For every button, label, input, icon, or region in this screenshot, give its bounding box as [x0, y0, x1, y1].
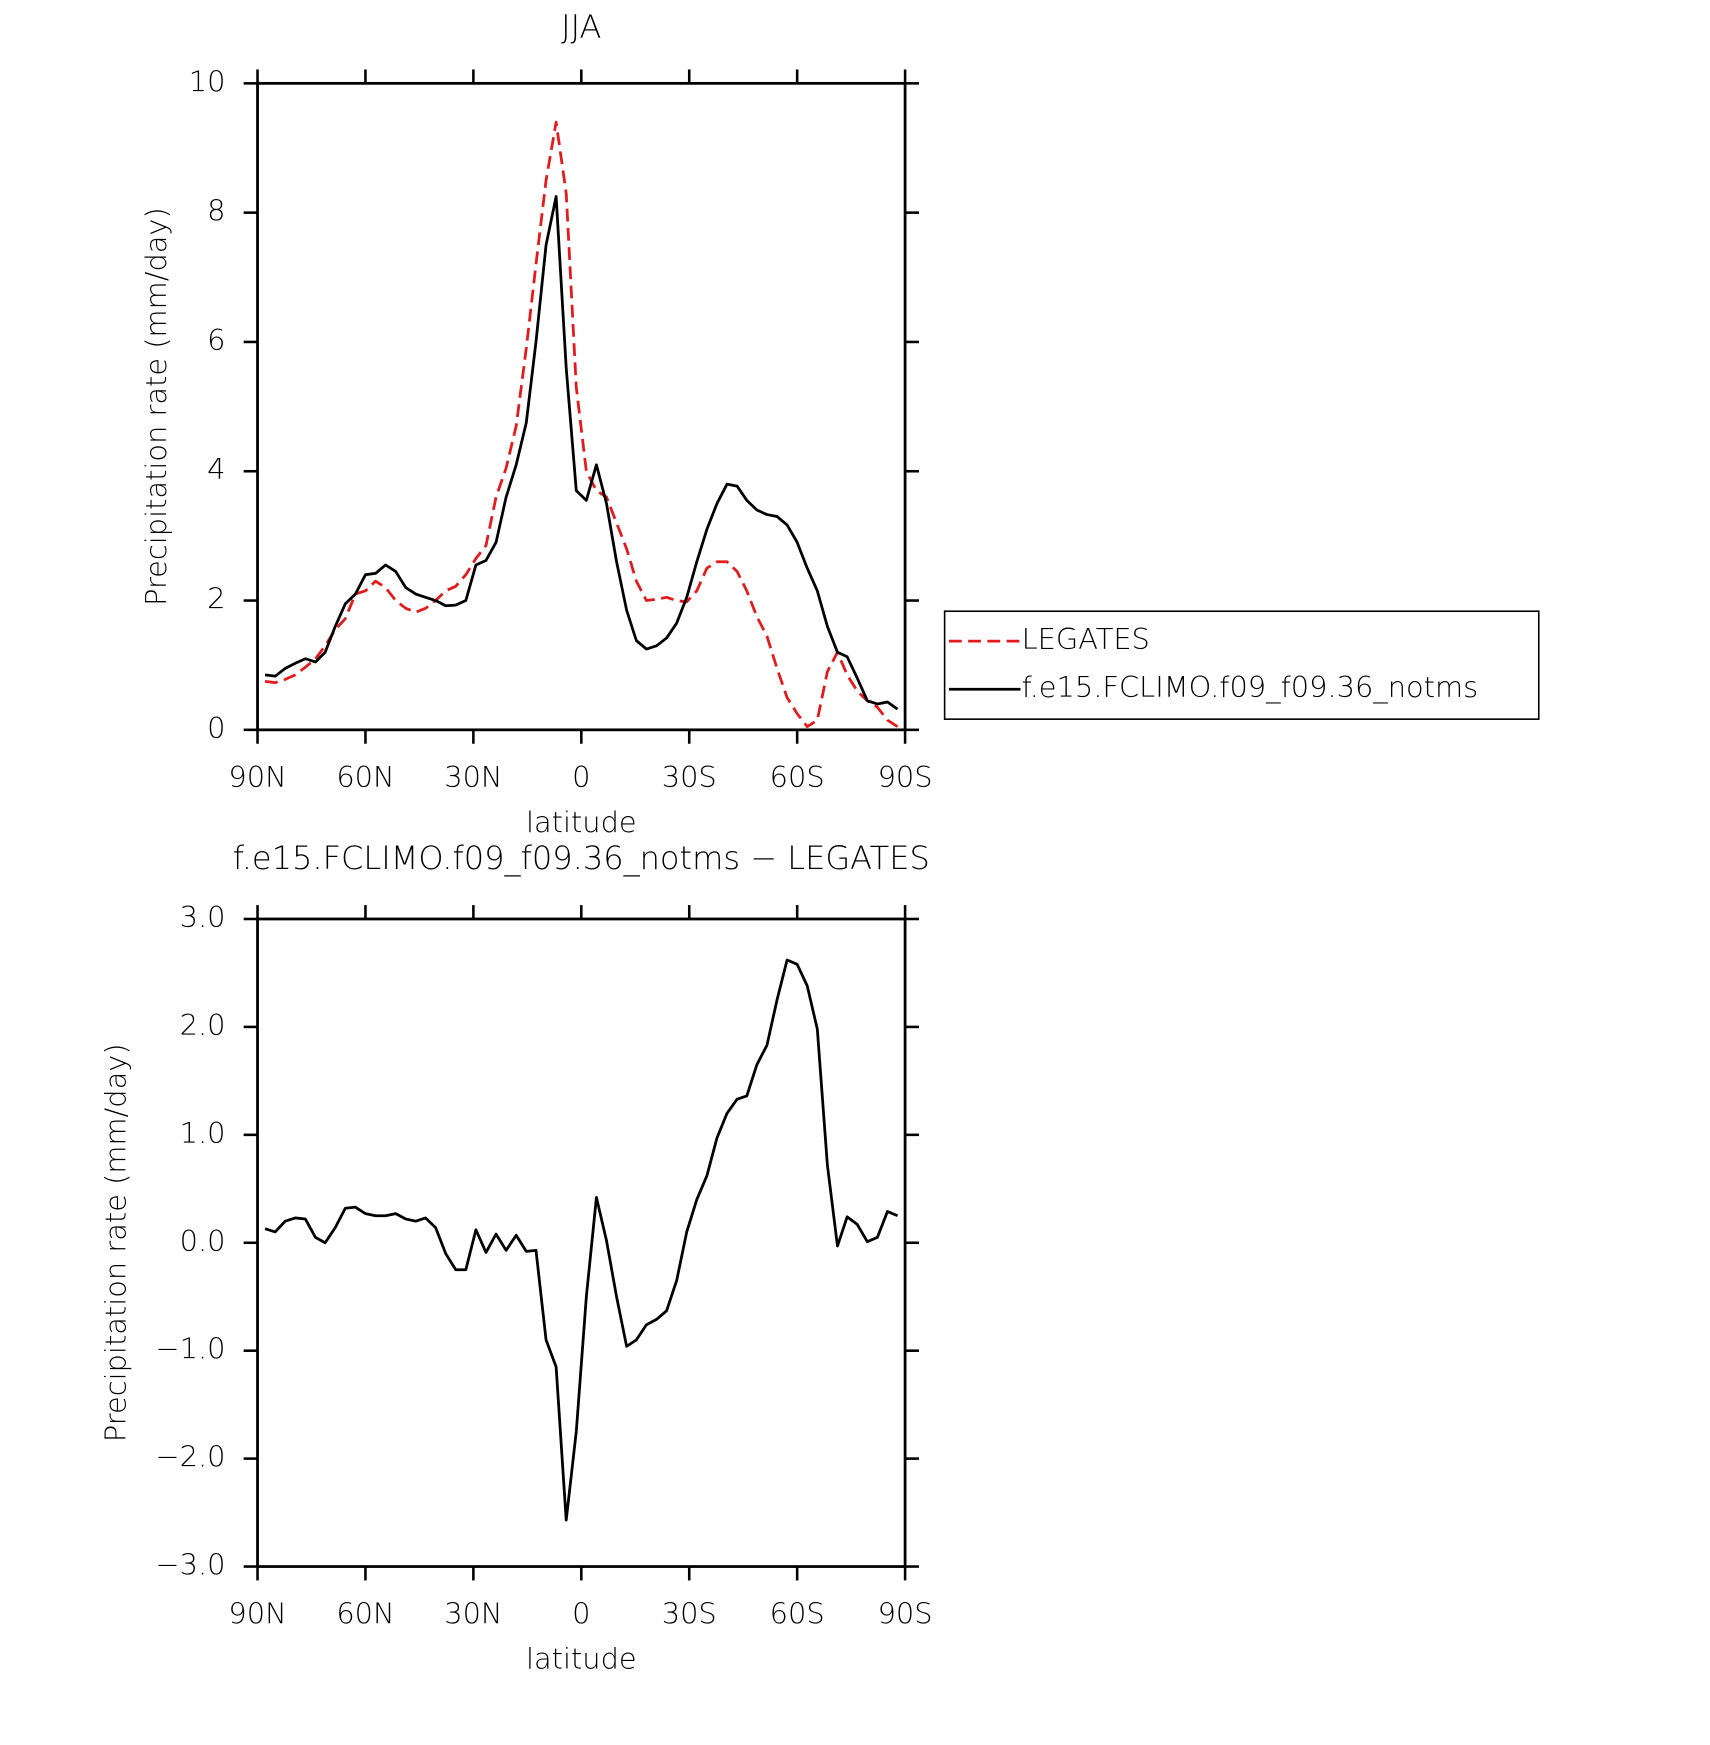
x-tick-label: 60S [770, 1597, 825, 1631]
legend-label: f.e15.FCLIMO.f09_f09.36_notms [1022, 670, 1479, 705]
y-tick-label: 0.0 [180, 1224, 226, 1258]
x-tick-label: 90S [878, 760, 933, 794]
y-tick-label: −3.0 [155, 1548, 225, 1582]
chart-title: JJA [561, 8, 601, 46]
y-tick-label: 4 [207, 452, 225, 486]
x-tick-label: 30N [444, 760, 502, 794]
data-line [264, 120, 899, 729]
y-tick-label: −1.0 [155, 1332, 225, 1366]
legend-box [943, 610, 1540, 720]
x-tick-label: 30S [662, 1597, 717, 1631]
y-axis-label: Precipitation rate (mm/day) [139, 207, 173, 606]
x-tick-label: 60N [336, 760, 394, 794]
y-tick-label: 1.0 [180, 1116, 226, 1150]
x-tick-label: 30S [662, 760, 717, 794]
y-tick-label: 10 [189, 64, 226, 98]
plot-frame [256, 917, 907, 1568]
x-tick-label: 30N [444, 1597, 502, 1631]
y-tick-label: −2.0 [155, 1440, 225, 1474]
x-tick-label: 60N [336, 1597, 394, 1631]
data-line [264, 195, 899, 711]
data-line [264, 958, 899, 1522]
x-axis-label: latitude [526, 1642, 637, 1676]
x-tick-label: 90N [228, 1597, 286, 1631]
chart-title: f.e15.FCLIMO.f09_f09.36_notms − LEGATES [233, 839, 930, 877]
plot-frame [256, 81, 907, 732]
y-tick-label: 3.0 [180, 900, 226, 934]
x-tick-label: 60S [770, 760, 825, 794]
x-tick-label: 0 [572, 1597, 590, 1631]
x-tick-label: 90N [228, 760, 286, 794]
x-tick-label: 0 [572, 760, 590, 794]
y-tick-label: 8 [207, 194, 225, 228]
y-tick-label: 6 [207, 323, 225, 357]
y-tick-label: 2 [207, 582, 225, 616]
legend-label: LEGATES [1022, 622, 1150, 656]
y-tick-label: 2.0 [180, 1008, 226, 1042]
x-axis-label: latitude [526, 805, 637, 839]
y-tick-label: 0 [207, 711, 225, 745]
x-tick-label: 90S [878, 1597, 933, 1631]
y-axis-label: Precipitation rate (mm/day) [99, 1043, 133, 1442]
